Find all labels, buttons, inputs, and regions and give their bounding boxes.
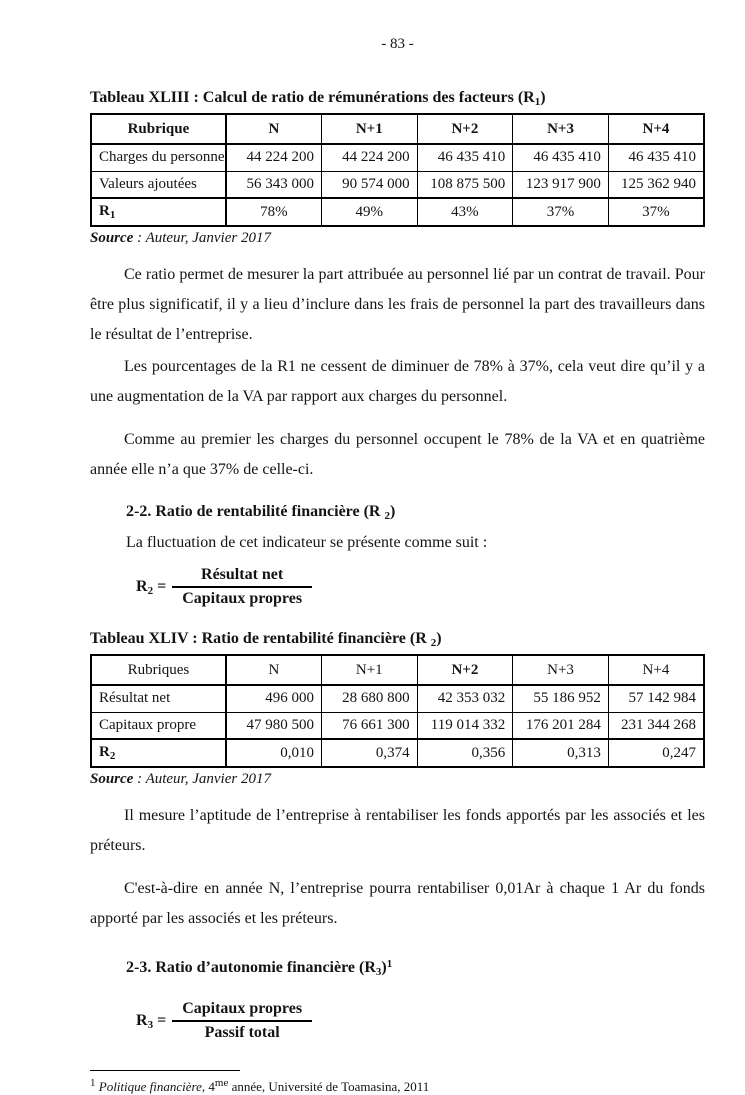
table1-header-row: Rubrique N N+1 N+2 N+3 N+4 bbox=[90, 113, 705, 145]
cell-value: 90 574 000 bbox=[320, 170, 418, 199]
section-heading-2-3: 2-3. Ratio d’autonomie financière (R3)1 bbox=[126, 958, 393, 978]
table1-remunerations: Rubrique N N+1 N+2 N+3 N+4 Charges du pe… bbox=[90, 113, 705, 227]
table-row: Charges du personnel 44 224 200 44 224 2… bbox=[90, 143, 705, 172]
ratio-label: R2 bbox=[90, 738, 227, 768]
table2-header-cell: N+4 bbox=[607, 654, 705, 686]
table2-header-cell: N+2 bbox=[416, 654, 514, 686]
row-label: Valeurs ajoutées bbox=[90, 170, 227, 199]
table2-header-cell: Rubriques bbox=[90, 654, 227, 686]
cell-value: 46 435 410 bbox=[607, 143, 705, 172]
table1-header-cell: N bbox=[225, 113, 322, 145]
cell-value: 78% bbox=[225, 197, 322, 227]
table1-source: Source : Auteur, Janvier 2017 bbox=[90, 230, 271, 246]
table2-source: Source : Auteur, Janvier 2017 bbox=[90, 771, 271, 787]
cell-value: 176 201 284 bbox=[512, 711, 609, 740]
cell-value: 231 344 268 bbox=[607, 711, 705, 740]
table1-header-cell: N+3 bbox=[512, 113, 609, 145]
table2-header-cell: N bbox=[225, 654, 322, 686]
table2-header-cell: N+3 bbox=[512, 654, 609, 686]
cell-value: 119 014 332 bbox=[416, 711, 514, 740]
cell-value: 123 917 900 bbox=[512, 170, 609, 199]
cell-value: 56 343 000 bbox=[225, 170, 322, 199]
cell-value: 44 224 200 bbox=[320, 143, 418, 172]
cell-value: 43% bbox=[416, 197, 514, 227]
cell-value: 55 186 952 bbox=[512, 684, 609, 713]
table2-header-cell: N+1 bbox=[320, 654, 418, 686]
cell-value: 46 435 410 bbox=[512, 143, 609, 172]
formula-r2: R2 = Résultat net Capitaux propres bbox=[136, 566, 705, 608]
cell-value: 37% bbox=[607, 197, 705, 227]
paragraph: Ce ratio permet de mesurer la part attri… bbox=[90, 266, 705, 343]
table1-header-cell: Rubrique bbox=[90, 113, 227, 145]
table2-title: Tableau XLIV : Ratio de rentabilité fina… bbox=[90, 630, 442, 649]
section-2-2-lead: La fluctuation de cet indicateur se prés… bbox=[126, 534, 488, 551]
table2-header-row: Rubriques N N+1 N+2 N+3 N+4 bbox=[90, 654, 705, 686]
page-number: - 83 - bbox=[381, 36, 414, 52]
table-row: Valeurs ajoutées 56 343 000 90 574 000 1… bbox=[90, 170, 705, 199]
numerator: Résultat net bbox=[172, 566, 313, 588]
row-label: Résultat net bbox=[90, 684, 227, 713]
table-row: Capitaux propre 47 980 500 76 661 300 11… bbox=[90, 711, 705, 740]
table-row-ratio: R1 78% 49% 43% 37% 37% bbox=[90, 197, 705, 227]
row-label: Capitaux propre bbox=[90, 711, 227, 740]
table2-rentabilite: Rubriques N N+1 N+2 N+3 N+4 Résultat net… bbox=[90, 654, 705, 768]
table1-header-cell: N+2 bbox=[416, 113, 514, 145]
table1-header-cell: N+1 bbox=[320, 113, 418, 145]
cell-value: 57 142 984 bbox=[607, 684, 705, 713]
table1-title: Tableau XLIII : Calcul de ratio de rémun… bbox=[90, 89, 546, 108]
footnote-rule bbox=[90, 1070, 240, 1071]
formula-r3: R3 = Capitaux propres Passif total bbox=[136, 1000, 705, 1042]
section-heading-2-2: 2-2. Ratio de rentabilité financière (R … bbox=[126, 503, 396, 522]
cell-value: 0,010 bbox=[225, 738, 322, 768]
cell-value: 76 661 300 bbox=[320, 711, 418, 740]
cell-value: 0,313 bbox=[512, 738, 609, 768]
cell-value: 49% bbox=[320, 197, 418, 227]
cell-value: 0,374 bbox=[320, 738, 418, 768]
cell-value: 47 980 500 bbox=[225, 711, 322, 740]
cell-value: 496 000 bbox=[225, 684, 322, 713]
cell-value: 46 435 410 bbox=[416, 143, 514, 172]
table1-header-cell: N+4 bbox=[607, 113, 705, 145]
denominator: Passif total bbox=[204, 1024, 280, 1041]
cell-value: 28 680 800 bbox=[320, 684, 418, 713]
cell-value: 108 875 500 bbox=[416, 170, 514, 199]
table-row: Résultat net 496 000 28 680 800 42 353 0… bbox=[90, 684, 705, 713]
ratio-label: R1 bbox=[90, 197, 227, 227]
paragraph: Comme au premier les charges du personne… bbox=[90, 431, 705, 478]
cell-value: 125 362 940 bbox=[607, 170, 705, 199]
footnote: 1 Politique financière, 4me année, Unive… bbox=[90, 1070, 705, 1095]
cell-value: 37% bbox=[512, 197, 609, 227]
cell-value: 0,356 bbox=[416, 738, 514, 768]
table-row-ratio: R2 0,010 0,374 0,356 0,313 0,247 bbox=[90, 738, 705, 768]
cell-value: 42 353 032 bbox=[416, 684, 514, 713]
numerator: Capitaux propres bbox=[172, 1000, 313, 1022]
row-label: Charges du personnel bbox=[90, 143, 227, 172]
fraction: Capitaux propres Passif total bbox=[172, 1000, 313, 1042]
paragraph: Les pourcentages de la R1 ne cessent de … bbox=[90, 358, 705, 405]
paragraph: Il mesure l’aptitude de l’entreprise à r… bbox=[90, 807, 705, 854]
paragraph: C'est-à-dire en année N, l’entreprise po… bbox=[90, 880, 705, 927]
fraction: Résultat net Capitaux propres bbox=[172, 566, 313, 608]
cell-value: 0,247 bbox=[607, 738, 705, 768]
cell-value: 44 224 200 bbox=[225, 143, 322, 172]
denominator: Capitaux propres bbox=[182, 590, 303, 607]
